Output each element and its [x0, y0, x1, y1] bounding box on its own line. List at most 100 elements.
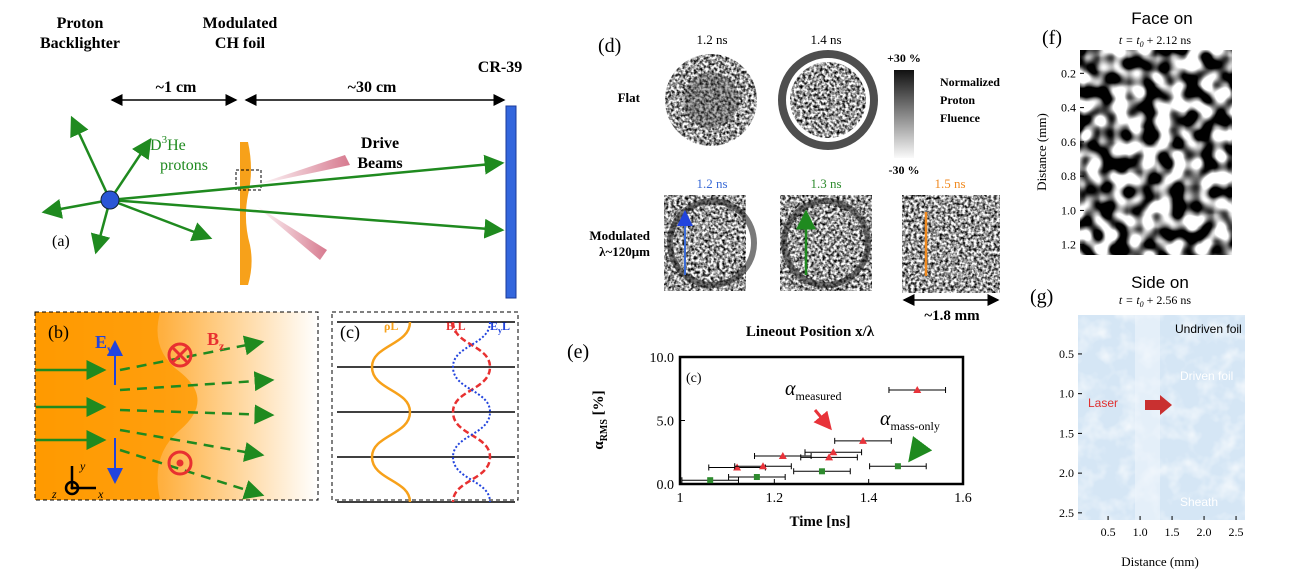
shape	[1135, 315, 1160, 520]
shape	[109, 198, 505, 239]
label: 1.3 ns	[810, 176, 841, 191]
panel-label: (d)	[598, 35, 621, 57]
x-tick-label: 1.4	[860, 491, 878, 506]
y-tick-label: 10.0	[650, 351, 675, 366]
shape	[667, 198, 757, 288]
shape	[119, 428, 265, 462]
x-tick-label: 2.0	[1197, 525, 1212, 539]
shape	[451, 321, 492, 503]
label: 1.2 ns	[696, 32, 727, 47]
y-axis-label: Distance (mm)	[1034, 113, 1049, 191]
shape	[894, 70, 914, 158]
shape	[331, 311, 519, 501]
label: Bz	[207, 329, 225, 353]
y-tick-label: 1.2	[1061, 238, 1076, 252]
label: Modulated	[203, 15, 278, 32]
panel-title: Side on	[1131, 273, 1189, 292]
label: Proton	[57, 15, 104, 32]
label: -30 %	[889, 163, 920, 177]
shape	[255, 205, 327, 260]
y-tick-label: 2.5	[1059, 506, 1074, 520]
label: λ~120μm	[599, 244, 650, 259]
label: t = t0 + 2.12 ns	[1119, 33, 1192, 49]
label: D3He	[150, 134, 186, 154]
label: ρL	[384, 319, 398, 333]
panel-label: (e)	[567, 341, 589, 363]
annotation: αmeasured	[785, 378, 841, 403]
x-tick-label: 1	[677, 491, 684, 506]
shape	[255, 155, 350, 185]
shape	[781, 198, 871, 288]
shape	[505, 105, 517, 299]
shape	[778, 50, 878, 150]
shape	[108, 137, 152, 201]
shape	[176, 459, 184, 467]
marker	[894, 463, 901, 470]
label: Lineout Position x/λ	[746, 324, 875, 340]
panel-label: (c)	[340, 322, 360, 343]
shape	[41, 115, 505, 255]
label: CH foil	[215, 35, 266, 52]
y-tick-label: 1.5	[1059, 426, 1074, 440]
label: Normalized	[940, 75, 1000, 89]
label: t = t0 + 2.56 ns	[1119, 293, 1192, 309]
y-tick-label: 0.0	[657, 478, 675, 493]
x-axis-label: Time [ns]	[790, 514, 851, 530]
annotation: Sheath	[1180, 495, 1218, 509]
label: 1.2 ns	[696, 176, 727, 191]
label: +30 %	[887, 51, 921, 65]
shape	[664, 195, 757, 291]
panel-a: Proton Backlighter Modulated CH foil CR-…	[40, 15, 522, 299]
panel-f: Face on (f) t = t0 + 2.12 ns Distance (m…	[1034, 9, 1232, 255]
label: BzL	[446, 319, 466, 335]
marker	[829, 448, 838, 456]
label: 1.4 ns	[810, 32, 841, 47]
shape	[36, 360, 107, 450]
panel-label: (b)	[48, 322, 69, 343]
shape	[119, 404, 275, 425]
panel-d: (d) 1.2 ns 1.4 ns Flat +30 % -30 % Norma…	[589, 32, 1000, 340]
shape	[109, 154, 505, 202]
marker	[707, 477, 714, 484]
label: ~1 cm	[156, 79, 197, 96]
x-tick-label: 2.5	[1229, 525, 1244, 539]
marker	[825, 453, 834, 461]
shape	[451, 321, 492, 503]
annotation: Undriven foil	[1175, 322, 1242, 336]
shape	[337, 321, 515, 503]
panel-g: Side on (g) t = t0 + 2.56 ns Laser Undri…	[1030, 273, 1245, 569]
label: Beams	[357, 155, 402, 172]
y-tick-label: 0.8	[1061, 169, 1076, 183]
shape	[683, 72, 739, 128]
shape	[780, 195, 872, 291]
shape	[1078, 315, 1245, 520]
shape	[119, 448, 265, 500]
label: CR-39	[478, 59, 522, 76]
shape	[41, 198, 111, 219]
label: ~1.8 mm	[924, 308, 980, 324]
panel-label: (a)	[52, 233, 70, 250]
y-tick-label: 0.5	[1059, 347, 1074, 361]
marker	[913, 386, 922, 394]
panel-title: Face on	[1131, 9, 1192, 28]
panel-label: (f)	[1042, 27, 1062, 49]
y-tick-label: 2.0	[1059, 466, 1074, 480]
shape	[1080, 50, 1232, 255]
label: Backlighter	[40, 35, 120, 52]
x-tick-label: 1.2	[766, 491, 784, 506]
axis-label: y	[79, 459, 86, 473]
label: ~30 cm	[348, 79, 397, 96]
x-tick-label: 1.5	[1165, 525, 1180, 539]
x-tick-label: 1.6	[954, 491, 972, 506]
panel-label: (g)	[1030, 286, 1053, 308]
shape	[370, 321, 412, 503]
shape	[780, 195, 872, 291]
panel-b: Ey Bz (b) y x z	[34, 311, 319, 501]
shape	[167, 342, 193, 368]
y-tick-label: 0.4	[1061, 101, 1076, 115]
panel-e: (e) (c) Time [ns] αRMS [%] αmeasured αma…	[567, 341, 972, 530]
shape	[813, 409, 832, 431]
shape	[908, 436, 933, 463]
marker	[859, 436, 868, 444]
